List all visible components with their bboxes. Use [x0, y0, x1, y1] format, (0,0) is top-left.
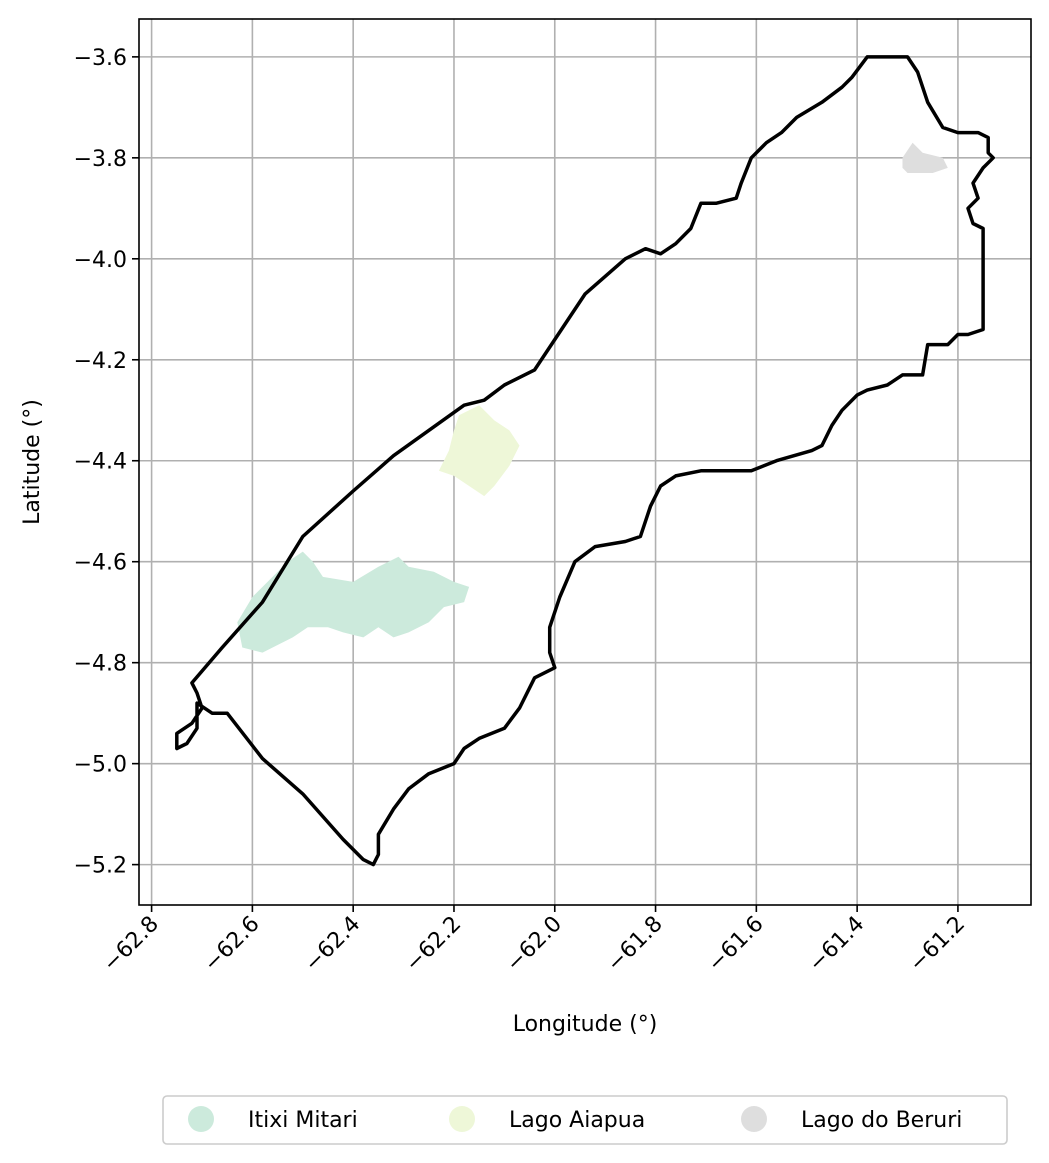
grid-lines [139, 19, 1031, 905]
boundary-outline [175, 55, 995, 867]
area-lago-do-beruri [902, 142, 948, 173]
y-tick-label: −4.4 [74, 450, 127, 475]
y-axis-label: Latitude (°) [20, 399, 45, 525]
legend-label-lago-aiapua: Lago Aiapua [509, 1108, 645, 1133]
y-tick-label: −3.6 [74, 46, 127, 71]
y-tick-label: −3.8 [74, 147, 127, 172]
y-axis-ticks: −3.6 −3.8 −4.0 −4.2 −4.4 −4.6 −4.8 −5.0 −5.2 [74, 46, 139, 879]
legend-swatch-lago-do-beruri [741, 1106, 767, 1132]
area-lago-aiapua [438, 405, 520, 497]
y-tick-label: −5.0 [74, 753, 127, 778]
boundary-polygon [175, 55, 995, 867]
plot-frame [138, 18, 1032, 906]
protected-areas [237, 142, 948, 653]
legend-swatch-lago-aiapua [449, 1106, 475, 1132]
y-tick-label: −4.8 [74, 652, 127, 677]
legend-frame [162, 1095, 1008, 1145]
x-axis-label: Longitude (°) [513, 1012, 658, 1037]
y-tick-label: −4.2 [74, 349, 127, 374]
legend-label-lago-do-beruri: Lago do Beruri [801, 1108, 962, 1133]
legend-swatch-itixi-mitari [188, 1106, 214, 1132]
y-tick-label: −4.6 [74, 551, 127, 576]
legend-label-itixi-mitari: Itixi Mitari [248, 1108, 358, 1133]
area-itixi-mitari [237, 551, 470, 653]
legend: Itixi Mitari Lago Aiapua Lago do Beruri [162, 1095, 1008, 1145]
y-tick-label: −5.2 [74, 854, 127, 879]
y-tick-label: −4.0 [74, 248, 127, 273]
